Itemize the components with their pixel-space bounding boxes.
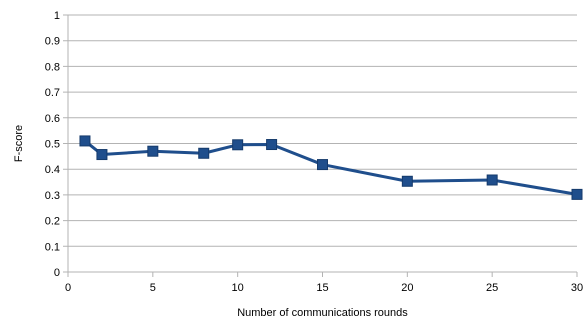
y-tick-label: 0.2 (45, 216, 60, 228)
x-tick-label: 5 (150, 282, 156, 294)
data-point-marker (317, 159, 328, 171)
data-point-marker (198, 147, 210, 159)
y-axis-title: F-score (13, 125, 25, 162)
x-tick-label: 15 (316, 282, 328, 294)
y-tick-label: 0.8 (45, 61, 60, 73)
y-tick-label: 0.9 (45, 36, 60, 48)
y-tick-label: 0.5 (45, 139, 60, 151)
data-point-marker (266, 139, 278, 151)
gridlines (63, 14, 577, 273)
series-line (84, 139, 578, 196)
data-point-marker (232, 139, 244, 151)
data-point-marker (96, 149, 108, 161)
x-axis-title: Number of communications rounds (237, 307, 408, 319)
x-tick-label: 20 (401, 282, 413, 294)
y-tick-label: 0.4 (45, 164, 60, 176)
x-tick-label: 25 (486, 282, 498, 294)
data-point-marker (79, 135, 91, 147)
x-tick-labels: 0 5 10 15 20 25 30 (65, 282, 583, 294)
y-tick-label: 0 (54, 267, 60, 279)
data-point-marker (571, 188, 583, 200)
axes (67, 15, 578, 277)
x-tick-label: 30 (571, 282, 583, 294)
x-tick-label: 10 (232, 282, 244, 294)
data-point-marker (147, 145, 159, 157)
y-tick-label: 0.7 (45, 87, 60, 99)
series (79, 135, 583, 200)
x-tick-label: 0 (65, 282, 71, 294)
y-tick-label: 1 (54, 10, 60, 22)
data-point-marker (486, 174, 498, 186)
y-tick-label: 0.1 (45, 241, 60, 253)
data-point-marker (401, 175, 413, 187)
y-tick-labels: 0 0.1 0.2 0.3 0.4 0.5 0.6 0.7 0.8 0.9 1 (45, 10, 60, 279)
y-tick-label: 0.6 (45, 113, 60, 125)
y-tick-label: 0.3 (45, 190, 60, 202)
